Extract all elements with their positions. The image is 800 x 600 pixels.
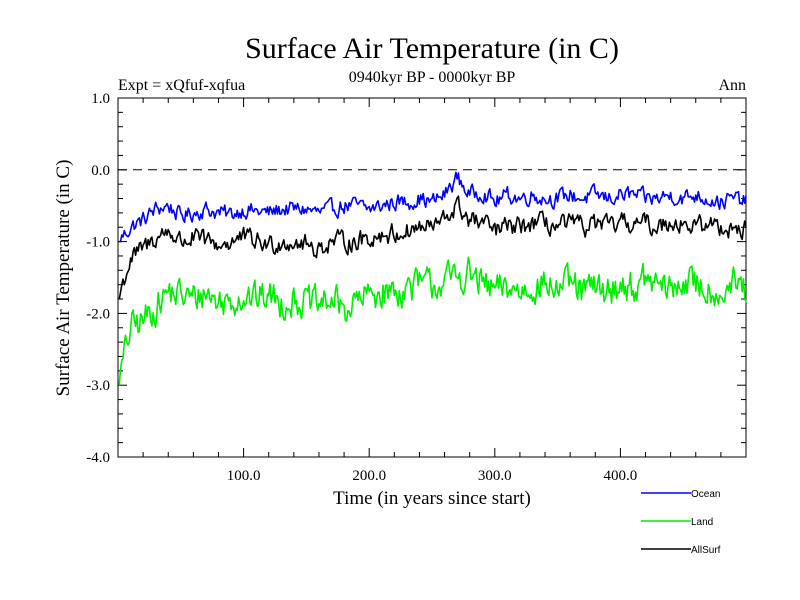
x-tick-label: 400.0 [604, 468, 638, 484]
series-lines [118, 171, 747, 386]
x-tick-label: 300.0 [478, 468, 512, 484]
y-tick-label: 0.0 [91, 163, 110, 179]
plot-frame [117, 97, 747, 458]
series-line-ocean [119, 171, 747, 243]
legend: Ocean Land AllSurf [641, 489, 721, 556]
x-axis-label: Time (in years since start) [333, 488, 531, 509]
x-tick-label: 200.0 [352, 468, 386, 484]
season-label: Ann [718, 77, 746, 94]
series-line-land [118, 256, 747, 386]
series-line-allsurf [118, 195, 747, 300]
y-axis-label: Surface Air Temperature (in C) [53, 160, 74, 397]
legend-label-land: Land [691, 517, 713, 528]
x-axis-ticks: 100.0 200.0 300.0 400.0 [142, 98, 722, 484]
y-axis-ticks: -4.0 -3.0 -2.0 -1.0 0.0 1.0 [86, 91, 746, 466]
x-tick-label: 100.0 [227, 468, 261, 484]
y-tick-label: -2.0 [86, 306, 110, 322]
experiment-label: Expt = xQfuf-xqfua [118, 77, 245, 94]
legend-label-ocean: Ocean [691, 489, 720, 500]
y-tick-label: -3.0 [86, 378, 110, 394]
legend-label-allsurf: AllSurf [691, 545, 721, 556]
y-tick-label: 1.0 [91, 91, 110, 107]
chart-subtitle: 0940kyr BP - 0000kyr BP [349, 69, 516, 86]
y-tick-label: -1.0 [86, 235, 110, 251]
chart-title: Surface Air Temperature (in C) [245, 32, 619, 65]
y-tick-label: -4.0 [86, 450, 110, 466]
